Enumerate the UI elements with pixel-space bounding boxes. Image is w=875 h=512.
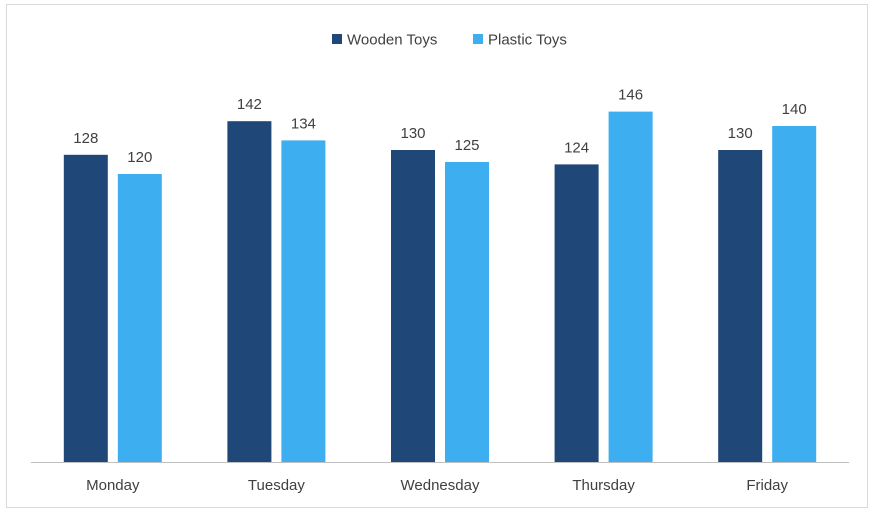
data-label: 142 bbox=[237, 96, 262, 113]
bar-wooden-toys-thursday bbox=[554, 164, 599, 462]
data-label: 130 bbox=[400, 125, 425, 142]
legend: Wooden Toys Plastic Toys bbox=[332, 32, 567, 49]
bar-plastic-toys-monday bbox=[117, 174, 162, 462]
bar-plastic-toys-tuesday bbox=[281, 140, 326, 462]
data-label: 120 bbox=[127, 149, 152, 166]
category-label-friday: Friday bbox=[746, 477, 788, 494]
data-label: 128 bbox=[73, 130, 98, 147]
category-label-monday: Monday bbox=[86, 477, 140, 494]
bar-plastic-toys-thursday bbox=[608, 111, 653, 462]
bar-wooden-toys-friday bbox=[718, 150, 763, 462]
category-labels-group: Monday Tuesday Wednesday Thursday Friday bbox=[86, 477, 788, 494]
data-label: 125 bbox=[454, 137, 479, 154]
bar-wooden-toys-monday bbox=[63, 154, 108, 463]
bar-wooden-toys-wednesday bbox=[391, 150, 435, 462]
bar-plastic-toys-friday bbox=[772, 126, 817, 462]
bar-chart: Wooden Toys Plastic Toys 1281201421341301… bbox=[31, 32, 849, 494]
data-label: 140 bbox=[782, 101, 807, 118]
chart-frame: Wooden Toys Plastic Toys 128 120 142 134 130 1… bbox=[6, 4, 868, 508]
bar-plastic-toys-wednesday bbox=[445, 162, 489, 462]
category-label-wednesday: Wednesday bbox=[401, 477, 480, 494]
legend-label-0: Wooden Toys bbox=[347, 32, 437, 49]
bars-group bbox=[63, 111, 817, 463]
bar-wooden-toys-tuesday bbox=[227, 121, 272, 462]
legend-label-1: Plastic Toys bbox=[488, 32, 567, 49]
category-label-thursday: Thursday bbox=[572, 477, 635, 494]
data-label: 124 bbox=[564, 139, 589, 156]
data-label: 146 bbox=[618, 87, 643, 104]
category-label-tuesday: Tuesday bbox=[248, 477, 305, 494]
data-label: 134 bbox=[291, 115, 316, 132]
legend-swatch-0 bbox=[332, 34, 342, 44]
value-labels-group: 128 120 142 134 130 125 124 146 130 140 bbox=[73, 87, 806, 166]
legend-swatch-1 bbox=[473, 34, 483, 44]
data-label: 130 bbox=[728, 125, 753, 142]
